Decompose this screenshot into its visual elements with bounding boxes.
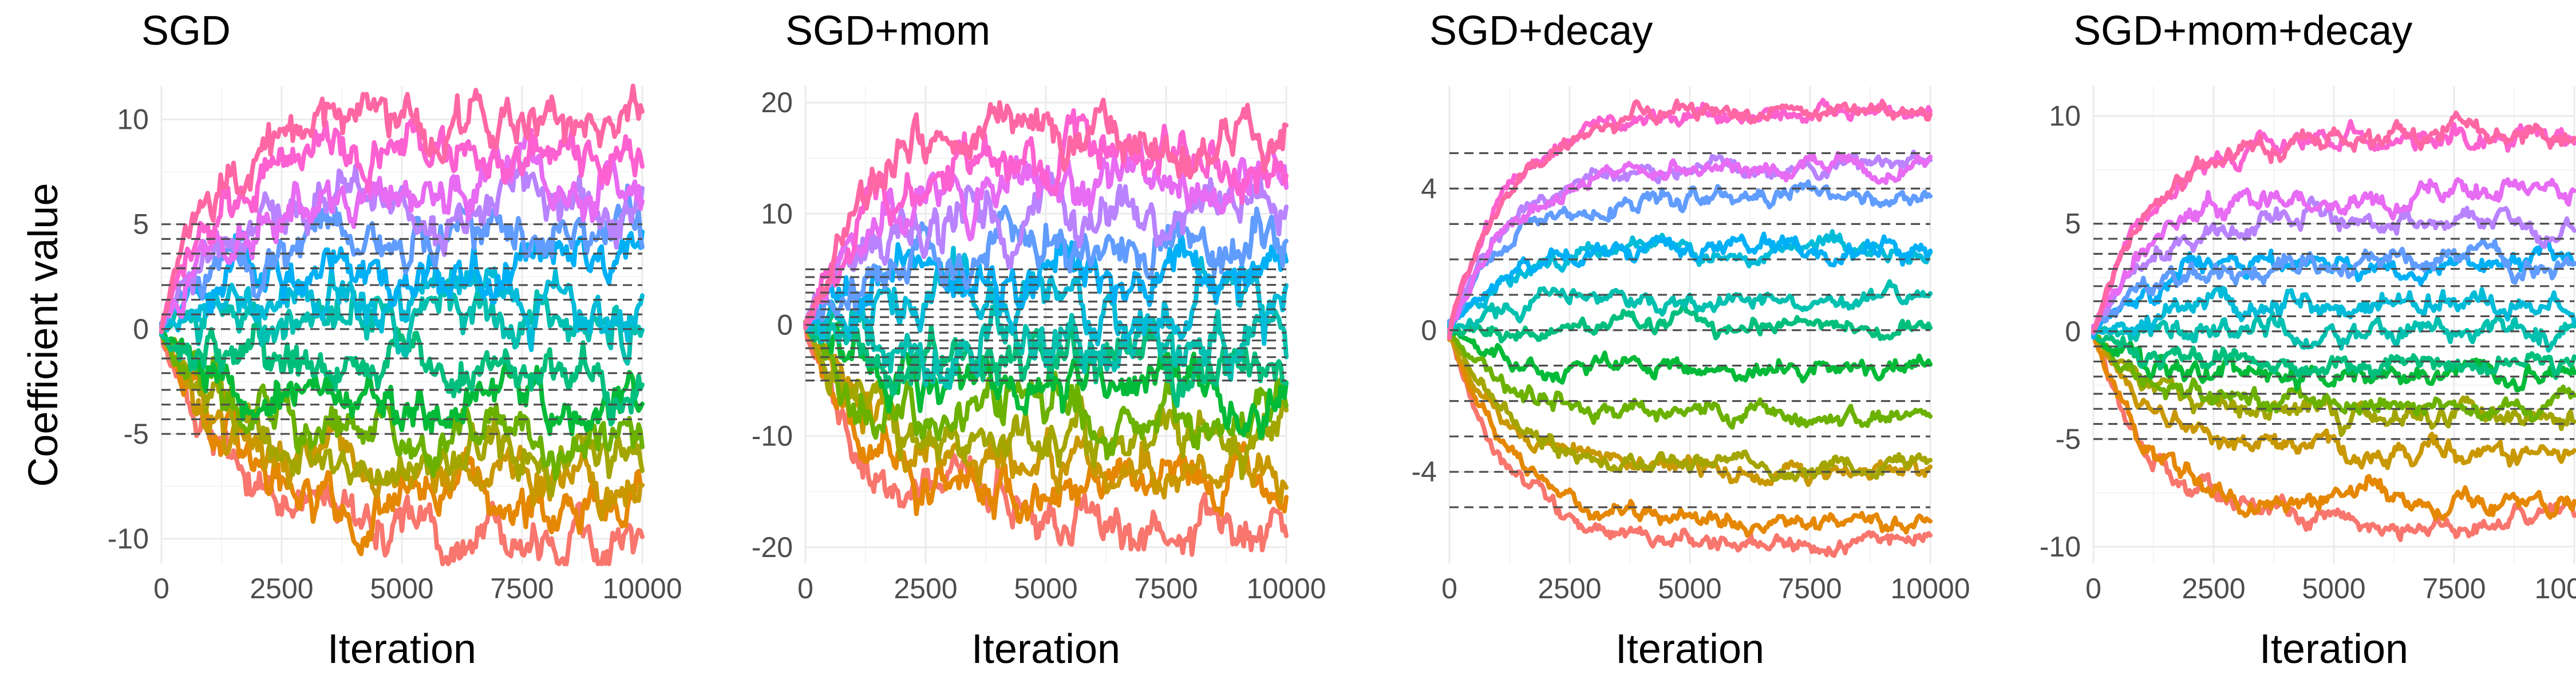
x-tick-label: 0 bbox=[2085, 572, 2101, 605]
series-line-2 bbox=[803, 322, 1289, 524]
y-tick-label: -5 bbox=[124, 418, 149, 450]
series-line-3 bbox=[1447, 333, 1933, 487]
series-line-15 bbox=[159, 84, 645, 333]
y-tick-label: 0 bbox=[777, 309, 793, 341]
series-line-6 bbox=[803, 320, 1289, 440]
x-tick-label: 2500 bbox=[2182, 572, 2245, 605]
panel-1: 0 2500 5000 7500 10000 -10 -5 0 5 10 SGD Iteration bbox=[108, 8, 682, 672]
y-tick-label: 5 bbox=[2065, 208, 2081, 240]
x-tick-label: 10000 bbox=[1890, 572, 1970, 605]
x-tick-label: 2500 bbox=[1538, 572, 1601, 605]
y-tick-label: 5 bbox=[133, 208, 149, 240]
y-tick-label: 0 bbox=[1421, 314, 1437, 346]
series-group bbox=[1447, 97, 1933, 558]
x-axis-label: Iteration bbox=[327, 626, 476, 672]
series-line-3 bbox=[2091, 331, 2576, 471]
panel-title: SGD+mom+decay bbox=[2073, 8, 2412, 54]
series-line-13 bbox=[159, 128, 645, 329]
series-line-15 bbox=[803, 97, 1289, 330]
x-tick-label: 0 bbox=[1441, 572, 1457, 605]
x-tick-label: 7500 bbox=[2422, 572, 2486, 605]
series-line-7 bbox=[1447, 298, 1933, 344]
series-line-12 bbox=[2091, 195, 2576, 335]
series-line-2 bbox=[1447, 327, 1933, 538]
panel-4: 0 2500 5000 7500 10000 -10 -5 0 5 10 SGD+mom+decay… bbox=[2040, 8, 2576, 672]
y-tick-label: 10 bbox=[2049, 100, 2081, 132]
y-tick-label: -10 bbox=[2040, 531, 2081, 563]
y-tick-label: 10 bbox=[761, 198, 793, 230]
series-line-2 bbox=[2091, 328, 2576, 522]
x-tick-label: 5000 bbox=[1014, 572, 1077, 605]
series-group bbox=[803, 97, 1289, 557]
panels: 0 2500 5000 7500 10000-10-50510SGDIteration0… bbox=[108, 8, 2576, 672]
x-tick-label: 2500 bbox=[250, 572, 313, 605]
series-line-6 bbox=[2091, 325, 2576, 393]
series-line-6 bbox=[1447, 321, 1933, 385]
series-line-14 bbox=[803, 108, 1289, 326]
series-line-11 bbox=[1447, 179, 1933, 329]
y-tick-label: -20 bbox=[752, 531, 793, 563]
y-tick-label: 10 bbox=[117, 104, 149, 136]
series-line-7 bbox=[159, 318, 645, 427]
panel-title: SGD bbox=[141, 8, 231, 54]
panel-title: SGD+decay bbox=[1429, 8, 1653, 54]
y-tick-label: 20 bbox=[761, 86, 793, 119]
x-tick-label: 2500 bbox=[894, 572, 957, 605]
y-tick-label: 4 bbox=[1421, 172, 1437, 204]
x-tick-label: 7500 bbox=[1134, 572, 1198, 605]
x-tick-label: 10000 bbox=[2534, 572, 2576, 605]
series-line-13 bbox=[2091, 177, 2576, 329]
series-line-15 bbox=[1447, 98, 1933, 339]
series-line-8 bbox=[159, 278, 645, 366]
x-tick-label: 10000 bbox=[1246, 572, 1326, 605]
x-axis-label: Iteration bbox=[2259, 626, 2408, 672]
series-line-5 bbox=[159, 333, 645, 481]
series-line-1 bbox=[803, 320, 1289, 557]
x-tick-label: 7500 bbox=[1778, 572, 1842, 605]
series-line-1 bbox=[1447, 325, 1933, 558]
y-axis-label: Coefficient value bbox=[21, 183, 66, 487]
series-line-5 bbox=[2091, 331, 2576, 423]
y-tick-label: 0 bbox=[133, 313, 149, 345]
series-line-7 bbox=[2091, 331, 2576, 380]
x-tick-label: 10000 bbox=[602, 572, 682, 605]
series-line-13 bbox=[1447, 151, 1933, 332]
series-line-10 bbox=[1447, 231, 1933, 328]
x-tick-label: 5000 bbox=[1658, 572, 1721, 605]
x-axis-label: Iteration bbox=[971, 626, 1120, 672]
panel-title: SGD+mom bbox=[785, 8, 990, 54]
series-line-11 bbox=[803, 204, 1289, 329]
y-tick-label: -5 bbox=[2056, 423, 2081, 455]
series-line-1 bbox=[2091, 323, 2576, 542]
series-line-9 bbox=[2091, 286, 2576, 338]
y-tick-label: 0 bbox=[2065, 315, 2081, 348]
series-line-11 bbox=[2091, 239, 2576, 334]
panel-2: 0 2500 5000 7500 10000 -20 -10 0 10 20 SGD+mom Iter… bbox=[752, 8, 1326, 672]
x-tick-label: 0 bbox=[153, 572, 169, 605]
x-axis-label: Iteration bbox=[1615, 626, 1764, 672]
series-line-5 bbox=[1447, 330, 1933, 430]
x-tick-label: 0 bbox=[797, 572, 813, 605]
series-line-5 bbox=[803, 322, 1289, 461]
y-tick-label: -10 bbox=[752, 420, 793, 452]
y-tick-label: -4 bbox=[1412, 456, 1437, 488]
x-tick-label: 5000 bbox=[370, 572, 433, 605]
x-tick-label: 7500 bbox=[490, 572, 554, 605]
series-line-6 bbox=[159, 325, 645, 437]
y-tick-label: -10 bbox=[108, 523, 149, 555]
panel-3: 0 2500 5000 7500 10000 -4 0 4 SGD+decay Iteration bbox=[1412, 8, 1970, 672]
x-tick-label: 5000 bbox=[2302, 572, 2365, 605]
series-line-15 bbox=[2091, 110, 2576, 334]
series-line-1 bbox=[159, 321, 645, 566]
